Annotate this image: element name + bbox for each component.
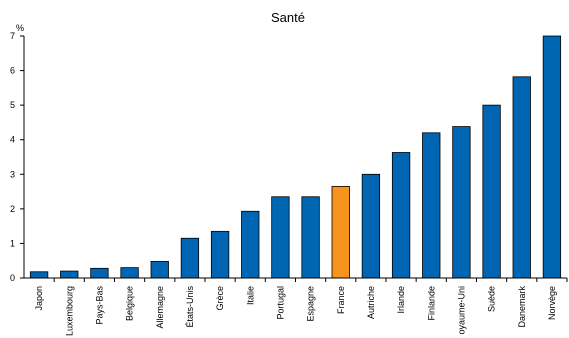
bar-japon — [29, 271, 49, 279]
bar-luxembourg — [60, 270, 79, 279]
bar-su-de — [482, 104, 501, 279]
y-tick-label: 5 — [10, 100, 15, 110]
bar-gr-ce — [210, 230, 230, 279]
bar-france — [331, 185, 350, 279]
x-tick-label: Norvège — [547, 286, 557, 320]
x-tick-label: Pays-Bas — [94, 286, 104, 325]
x-tick-label: Irlande — [396, 286, 406, 314]
x-tick-label: Finlande — [426, 286, 436, 321]
x-tick-label: Luxembourg — [64, 286, 74, 336]
x-tick-label: Danemark — [517, 286, 527, 328]
x-tick-label: Portugal — [275, 286, 285, 320]
x-tick-label: Suède — [487, 286, 497, 312]
bars — [29, 35, 562, 279]
y-axis-ticks: 0 1 2 3 4 5 6 7 — [10, 31, 24, 283]
y-tick-label: 7 — [10, 31, 15, 41]
bar-portugal — [271, 196, 290, 279]
x-tick-label: Japon — [34, 286, 44, 311]
bar-norv-ge — [542, 35, 562, 279]
bar-belgique — [120, 267, 139, 279]
x-tick-label: États-Unis — [185, 286, 195, 328]
bar-oyaume-uni — [452, 126, 471, 279]
y-tick-label: 1 — [10, 238, 15, 248]
x-tick-label: oyaume-Uni — [456, 286, 466, 335]
y-tick-label: 4 — [10, 135, 15, 145]
x-tick-label: Allemagne — [155, 286, 165, 329]
x-tick-label: Grèce — [215, 286, 225, 311]
y-tick-label: 6 — [10, 66, 15, 76]
y-tick-label: 2 — [10, 204, 15, 214]
bar-allemagne — [150, 261, 169, 279]
y-axis-unit-label: % — [16, 23, 24, 33]
bar-espagne — [301, 196, 320, 279]
x-tick-label: Belgique — [125, 286, 135, 321]
y-tick-label: 3 — [10, 169, 15, 179]
bar-irlande — [391, 152, 411, 279]
chart-title: Santé — [271, 10, 305, 25]
x-tick-label: France — [336, 286, 346, 314]
bar--tats-unis — [180, 237, 200, 279]
x-axis-ticks: Japon Luxembourg Pays-Bas Belgique Allemagne… — [34, 278, 568, 336]
x-tick-label: Espagne — [306, 286, 316, 322]
y-tick-label: 0 — [10, 273, 15, 283]
x-tick-label: Autriche — [366, 286, 376, 319]
bar-autriche — [361, 173, 381, 279]
bar-finlande — [422, 132, 441, 279]
bar-pays-bas — [90, 267, 109, 279]
bar-italie — [241, 210, 260, 279]
x-tick-label: Italie — [245, 286, 255, 305]
bar-danemark — [512, 76, 531, 279]
